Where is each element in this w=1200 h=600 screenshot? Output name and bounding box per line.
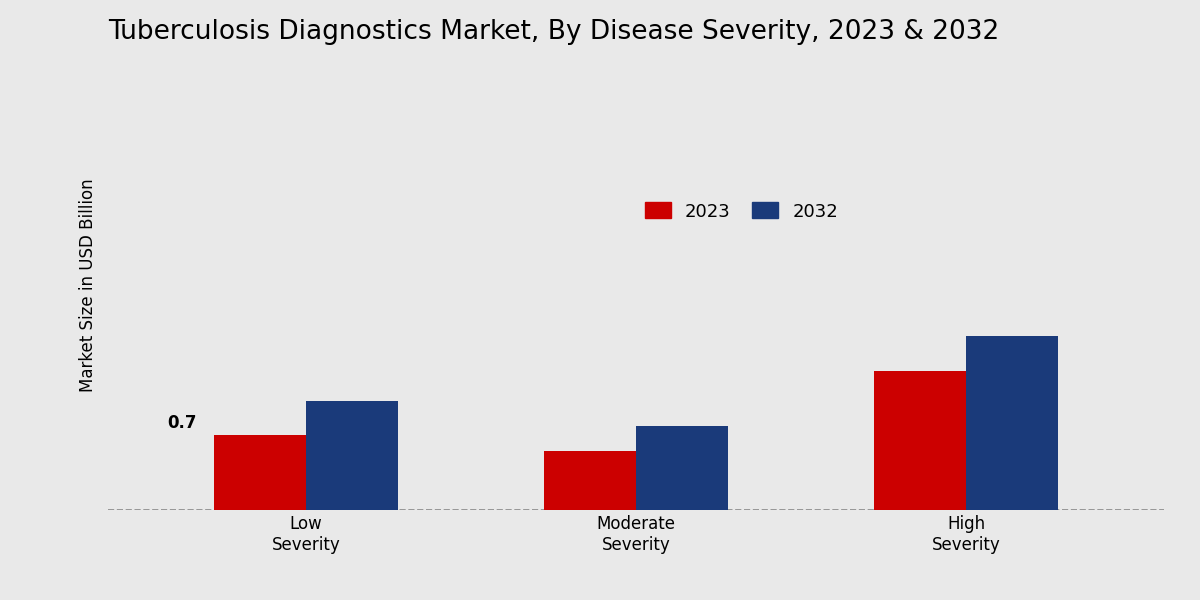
Legend: 2023, 2032: 2023, 2032	[638, 195, 845, 228]
Bar	[306, 401, 398, 510]
Bar	[966, 337, 1058, 510]
Text: Tuberculosis Diagnostics Market, By Disease Severity, 2023 & 2032: Tuberculosis Diagnostics Market, By Dise…	[108, 19, 1000, 45]
Y-axis label: Market Size in USD Billion: Market Size in USD Billion	[79, 178, 97, 392]
Bar	[874, 371, 966, 510]
Bar	[214, 435, 306, 510]
Text: 0.7: 0.7	[168, 414, 197, 432]
Bar	[544, 451, 636, 510]
Bar	[636, 427, 728, 510]
